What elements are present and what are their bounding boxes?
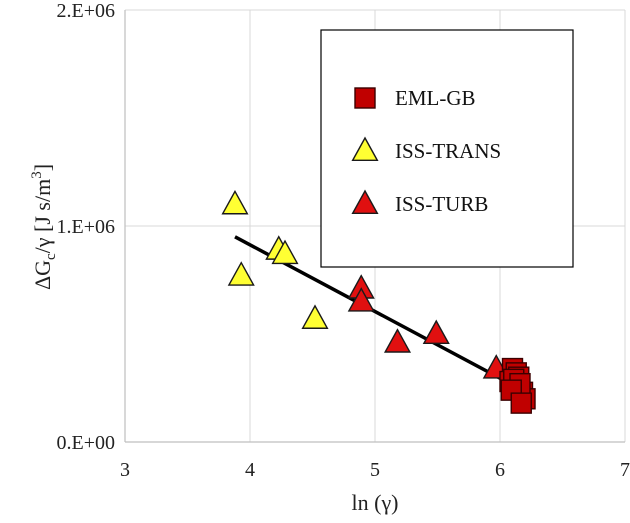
- y-axis-label-sup: 3: [29, 171, 45, 179]
- y-axis-label: ΔGc/γ [J s/m3]: [29, 164, 59, 290]
- y-tick-label: 1.E+06: [57, 216, 116, 238]
- data-point-triangle: [347, 287, 375, 312]
- legend: EML-GB ISS-TRANS ISS-TURB: [320, 29, 574, 268]
- x-tick-label: 5: [370, 459, 380, 481]
- tick-labels: 3 4 5 6 7 0.E+00 1.E+06 2.E+06: [57, 0, 630, 481]
- data-point-triangle: [227, 261, 255, 286]
- x-tick-label: 6: [495, 459, 505, 481]
- data-point-triangle: [383, 328, 412, 353]
- x-axis-label: ln (γ): [352, 490, 399, 515]
- legend-label: EML-GB: [395, 86, 476, 110]
- y-tick-label: 2.E+06: [57, 0, 116, 22]
- y-axis-label-suffix: ]: [30, 164, 55, 171]
- data-point-triangle: [271, 239, 299, 265]
- data-point-square: [510, 392, 532, 414]
- y-tick-label: 0.E+00: [57, 432, 116, 454]
- data-point-triangle: [301, 304, 329, 329]
- y-axis-label-mid: /γ [J s/m: [30, 179, 55, 254]
- x-tick-label: 3: [120, 459, 130, 481]
- legend-marker: [351, 136, 379, 162]
- legend-label: ISS-TURB: [395, 192, 488, 216]
- data-point-triangle: [221, 189, 249, 215]
- legend-label: ISS-TRANS: [395, 139, 501, 163]
- y-axis-label-prefix: ΔG: [30, 260, 55, 290]
- data-point-triangle: [422, 319, 450, 345]
- y-axis-label-sub: c: [43, 253, 59, 260]
- data-points: [221, 189, 536, 414]
- legend-marker: [354, 87, 376, 109]
- axes: [124, 10, 625, 443]
- legend-marker: [351, 189, 379, 215]
- x-tick-label: 4: [245, 459, 255, 481]
- x-tick-label: 7: [620, 459, 630, 481]
